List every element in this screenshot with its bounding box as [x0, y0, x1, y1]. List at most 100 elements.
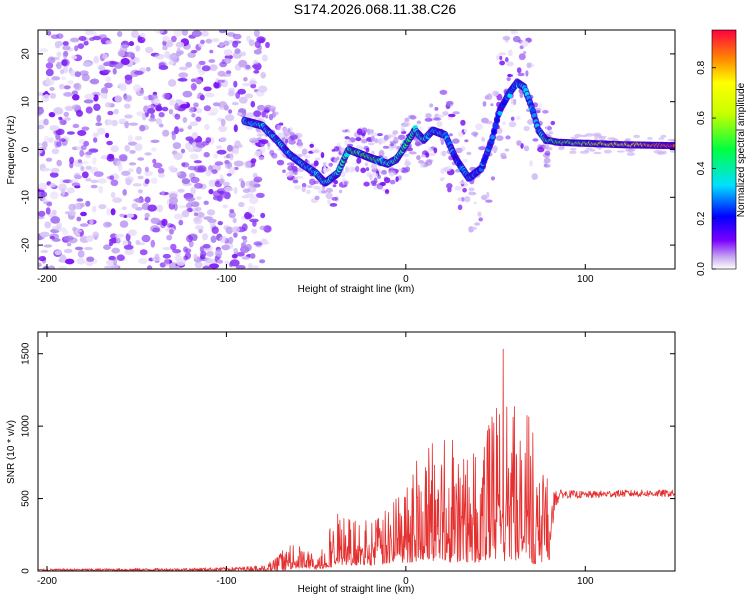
- noise-blob: [77, 159, 83, 164]
- noise-blob: [124, 94, 132, 103]
- noise-blob: [68, 203, 76, 211]
- noise-blob: [162, 253, 171, 259]
- noise-blob: [174, 103, 179, 111]
- noise-blob: [124, 144, 130, 152]
- noise-blob: [259, 146, 266, 154]
- noise-blob: [63, 111, 70, 118]
- noise-blob: [171, 35, 177, 43]
- noise-blob: [202, 243, 211, 249]
- noise-blob: [127, 134, 133, 143]
- noise-blob: [241, 256, 250, 260]
- noise-blob: [258, 85, 268, 93]
- x-tick-label: -200: [37, 274, 57, 285]
- noise-blob: [138, 257, 148, 265]
- noise-blob: [176, 171, 181, 176]
- noise-blob: [356, 128, 363, 135]
- noise-blob: [151, 147, 157, 152]
- noise-blob: [76, 216, 82, 222]
- noise-blob: [101, 40, 106, 45]
- noise-blob: [371, 150, 375, 155]
- noise-blob: [231, 253, 238, 259]
- noise-blob: [228, 109, 233, 114]
- noise-blob: [585, 147, 593, 150]
- noise-blob: [64, 258, 75, 265]
- noise-blob: [505, 57, 509, 63]
- noise-blob: [136, 111, 144, 117]
- noise-blob: [219, 178, 224, 185]
- noise-blob: [134, 197, 145, 204]
- noise-blob: [92, 31, 97, 37]
- noise-blob: [194, 261, 203, 269]
- noise-blob: [276, 124, 282, 131]
- noise-blob: [49, 191, 59, 200]
- noise-blob: [150, 217, 159, 224]
- noise-blob: [126, 51, 134, 58]
- noise-blob: [89, 219, 94, 225]
- noise-blob: [169, 196, 178, 205]
- noise-blob: [144, 171, 154, 177]
- noise-blob: [233, 80, 238, 88]
- noise-blob: [166, 234, 173, 241]
- x-tick-label: 0: [403, 576, 409, 587]
- noise-blob: [313, 160, 319, 167]
- noise-blob: [506, 61, 514, 67]
- noise-blob: [285, 171, 294, 178]
- noise-blob: [58, 138, 66, 143]
- noise-blob: [161, 106, 169, 112]
- noise-blob: [162, 45, 168, 51]
- noise-blob: [574, 133, 582, 138]
- noise-blob: [218, 125, 228, 133]
- noise-blob: [437, 114, 444, 118]
- noise-blob: [348, 166, 355, 173]
- noise-blob: [424, 152, 430, 158]
- noise-blob: [203, 151, 210, 158]
- noise-blob: [100, 92, 107, 99]
- noise-blob: [80, 211, 87, 217]
- noise-blob: [464, 139, 469, 143]
- noise-blob: [105, 132, 110, 139]
- noise-blob: [144, 152, 152, 156]
- noise-blob: [418, 160, 424, 164]
- noise-blob: [344, 136, 350, 140]
- noise-blob: [185, 136, 194, 142]
- noise-blob: [191, 113, 196, 118]
- noise-blob: [38, 107, 44, 115]
- noise-blob: [321, 190, 328, 194]
- noise-blob: [77, 250, 85, 258]
- noise-blob: [175, 41, 185, 48]
- x-tick-label: -100: [216, 274, 236, 285]
- noise-blob: [131, 30, 139, 38]
- noise-blob: [226, 173, 232, 177]
- noise-blob: [137, 157, 145, 161]
- noise-blob: [240, 51, 247, 57]
- noise-blob: [213, 153, 219, 159]
- noise-blob: [360, 139, 368, 144]
- noise-blob: [248, 80, 258, 85]
- noise-blob: [523, 145, 530, 152]
- noise-blob: [74, 71, 82, 78]
- noise-blob: [162, 92, 171, 100]
- noise-blob: [265, 114, 269, 119]
- noise-blob: [98, 66, 106, 71]
- noise-blob: [96, 127, 106, 135]
- noise-blob: [383, 134, 389, 141]
- noise-blob: [85, 30, 94, 36]
- noise-blob: [233, 187, 238, 194]
- noise-blob: [297, 141, 304, 149]
- noise-blob: [256, 133, 264, 137]
- noise-blob: [128, 122, 139, 126]
- noise-blob: [190, 83, 197, 91]
- noise-blob: [653, 149, 664, 154]
- noise-blob: [123, 103, 131, 109]
- noise-blob: [286, 162, 295, 166]
- noise-blob: [195, 142, 202, 148]
- noise-blob: [521, 40, 529, 47]
- noise-blob: [371, 135, 375, 142]
- noise-blob: [172, 249, 182, 254]
- noise-blob: [47, 265, 56, 269]
- noise-blob: [365, 167, 370, 172]
- noise-blob: [74, 229, 83, 233]
- noise-blob: [448, 133, 453, 137]
- noise-blob: [76, 109, 83, 117]
- noise-blob: [123, 244, 134, 250]
